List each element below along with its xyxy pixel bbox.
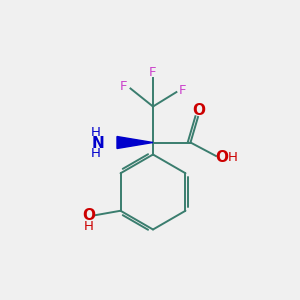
Text: O: O <box>82 208 95 223</box>
Text: O: O <box>215 150 228 165</box>
Text: F: F <box>120 80 128 94</box>
Text: H: H <box>228 151 237 164</box>
Text: N: N <box>92 136 105 151</box>
Text: H: H <box>91 125 100 139</box>
Text: F: F <box>149 66 157 79</box>
Polygon shape <box>117 136 153 148</box>
Text: H: H <box>91 147 100 161</box>
Text: F: F <box>179 84 187 97</box>
Text: H: H <box>83 220 93 233</box>
Text: O: O <box>192 103 205 118</box>
